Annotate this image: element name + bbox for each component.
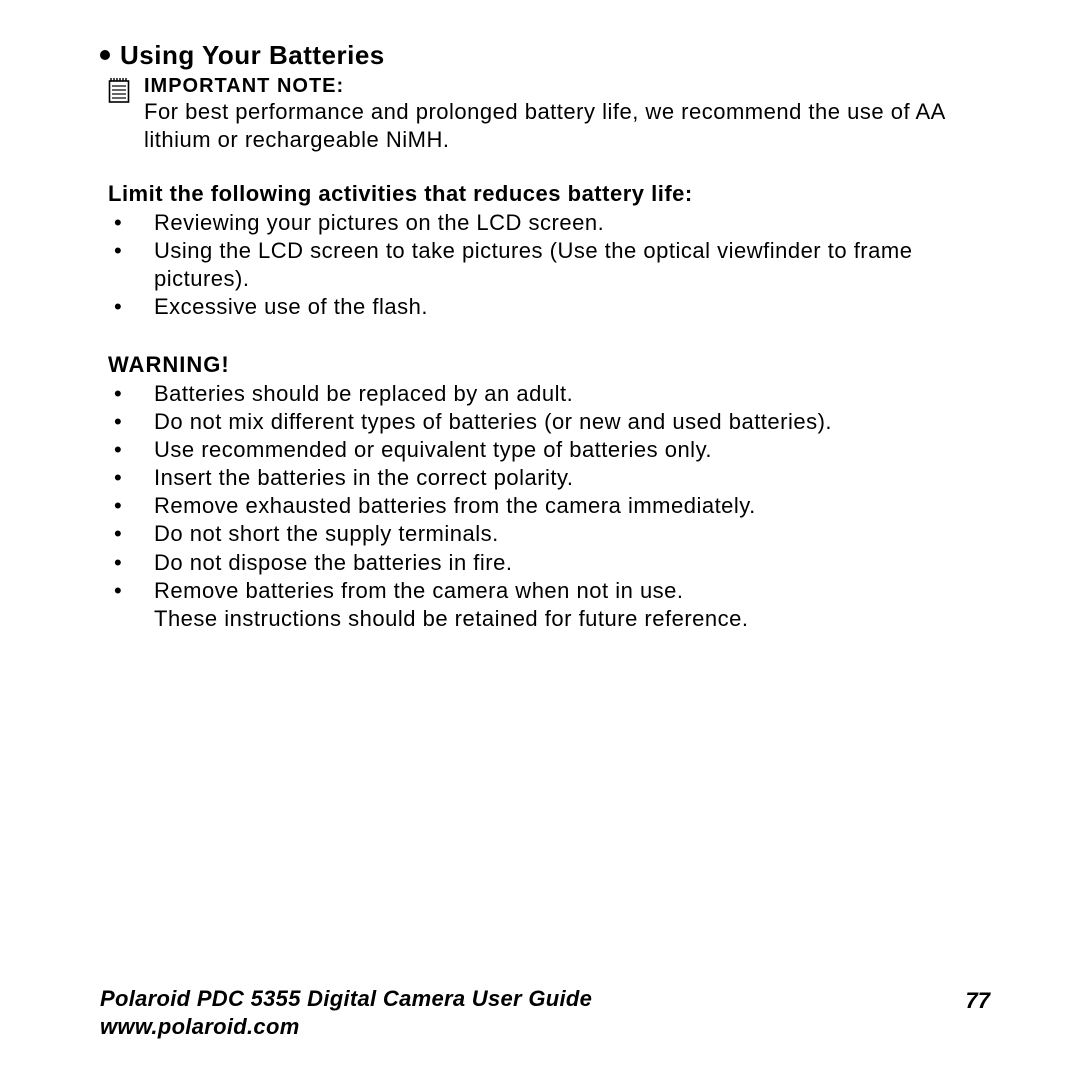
list-item: Using the LCD screen to take pictures (U…: [108, 237, 990, 293]
manual-page: Using Your Batteries IMPORTANT NOTE: For…: [0, 0, 1080, 1080]
list-item: Excessive use of the flash.: [108, 293, 990, 321]
note-heading: IMPORTANT NOTE:: [144, 75, 990, 98]
list-item: Batteries should be replaced by an adult…: [108, 380, 990, 408]
page-footer: Polaroid PDC 5355 Digital Camera User Gu…: [100, 985, 990, 1040]
footer-page-number: 77: [966, 988, 990, 1014]
note-text-block: IMPORTANT NOTE: For best performance and…: [144, 75, 990, 153]
list-item: Insert the batteries in the correct pola…: [108, 464, 990, 492]
list-item: Use recommended or equivalent type of ba…: [108, 436, 990, 464]
title-text: Using Your Batteries: [120, 40, 385, 70]
limit-list: Reviewing your pictures on the LCD scree…: [108, 209, 990, 322]
footer-left: Polaroid PDC 5355 Digital Camera User Gu…: [100, 985, 592, 1040]
footer-guide: Polaroid PDC 5355 Digital Camera User Gu…: [100, 985, 592, 1013]
warning-trailing: These instructions should be retained fo…: [154, 605, 990, 633]
list-item: Remove exhausted batteries from the came…: [108, 492, 990, 520]
section-title: Using Your Batteries: [100, 40, 990, 71]
title-bullet-icon: [100, 50, 110, 60]
warning-heading: WARNING!: [108, 352, 990, 378]
warning-list: Batteries should be replaced by an adult…: [108, 380, 990, 605]
important-note: IMPORTANT NOTE: For best performance and…: [108, 75, 990, 153]
list-item: Do not dispose the batteries in fire.: [108, 549, 990, 577]
note-body: For best performance and prolonged batte…: [144, 98, 990, 153]
footer-url: www.polaroid.com: [100, 1013, 592, 1041]
limit-heading: Limit the following activities that redu…: [108, 181, 990, 207]
list-item: Do not mix different types of batteries …: [108, 408, 990, 436]
list-item: Remove batteries from the camera when no…: [108, 577, 990, 605]
list-item: Do not short the supply terminals.: [108, 520, 990, 548]
notepad-icon: [108, 77, 130, 108]
list-item: Reviewing your pictures on the LCD scree…: [108, 209, 990, 237]
